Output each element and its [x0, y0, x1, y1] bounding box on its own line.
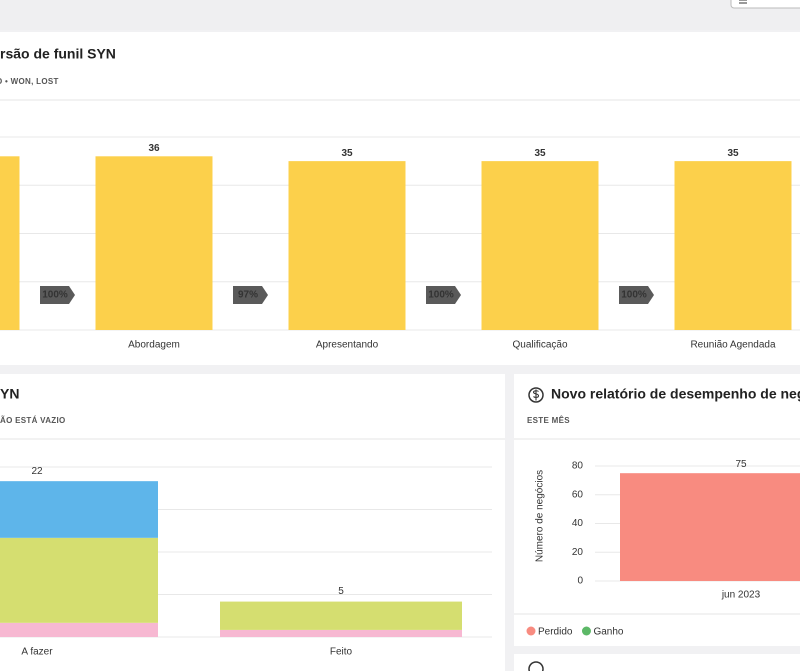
y-tick-label: 80	[572, 461, 584, 472]
bar	[0, 156, 20, 330]
legend-label: Ganho	[593, 627, 623, 638]
bar	[620, 473, 800, 581]
y-tick-label: 40	[572, 518, 584, 529]
bar	[481, 161, 599, 330]
total-label: 22	[31, 466, 43, 477]
x-tick-label: Feito	[330, 647, 353, 658]
panel-subtitle: O • WON, LOST	[0, 77, 59, 86]
top-bar	[0, 0, 800, 30]
conversion-badge	[426, 286, 461, 304]
toolbar-button[interactable]	[730, 0, 800, 9]
bar-segment	[0, 622, 158, 637]
bar	[288, 161, 406, 330]
bar-segment	[0, 481, 158, 538]
value-label: 35	[727, 148, 739, 159]
panel-icon	[528, 661, 544, 671]
panel-subtitle: ESTE MÊS	[527, 416, 570, 425]
button-icon	[739, 0, 747, 4]
x-tick-label: Apresentando	[316, 340, 379, 351]
legend-marker	[526, 626, 536, 636]
x-tick-label: jun 2023	[721, 590, 761, 601]
bar-segment	[220, 629, 462, 637]
value-label: 35	[534, 148, 546, 159]
conversion-label: 100%	[621, 290, 647, 301]
panel-title: Novo relatório de desempenho de negó	[551, 386, 800, 402]
bar	[674, 161, 792, 330]
x-tick-label: A fazer	[21, 647, 53, 658]
panel-title: rsão de funil SYN	[0, 46, 116, 62]
conversion-badge	[40, 286, 75, 304]
y-tick-label: 20	[572, 547, 584, 558]
x-tick-label: Reunião Agendada	[690, 340, 776, 351]
x-tick-label: Abordagem	[128, 340, 180, 351]
conversion-label: 100%	[428, 290, 454, 301]
dollar-sign	[532, 389, 540, 401]
panel	[514, 654, 800, 671]
y-tick-label: 0	[577, 576, 583, 587]
legend-label: Perdido	[538, 627, 573, 638]
bar	[95, 156, 213, 330]
dollar-icon	[528, 387, 544, 403]
y-axis-label: Número de negócios	[535, 470, 546, 562]
value-label: 36	[148, 143, 160, 154]
conversion-label: 97%	[238, 290, 258, 301]
conversion-label: 100%	[42, 290, 68, 301]
value-label: 75	[735, 459, 747, 470]
value-label: 35	[341, 148, 353, 159]
conversion-badge	[619, 286, 654, 304]
total-label: 5	[338, 586, 344, 597]
panel-title: YN	[0, 386, 19, 402]
legend-marker	[581, 626, 591, 636]
bar-segment	[220, 601, 462, 630]
conversion-badge	[233, 286, 268, 304]
y-tick-label: 60	[572, 489, 584, 500]
bar-segment	[0, 537, 158, 623]
panel-subtitle: ÃO ESTÁ VAZIO	[0, 416, 66, 425]
x-tick-label: Qualificação	[512, 340, 567, 351]
